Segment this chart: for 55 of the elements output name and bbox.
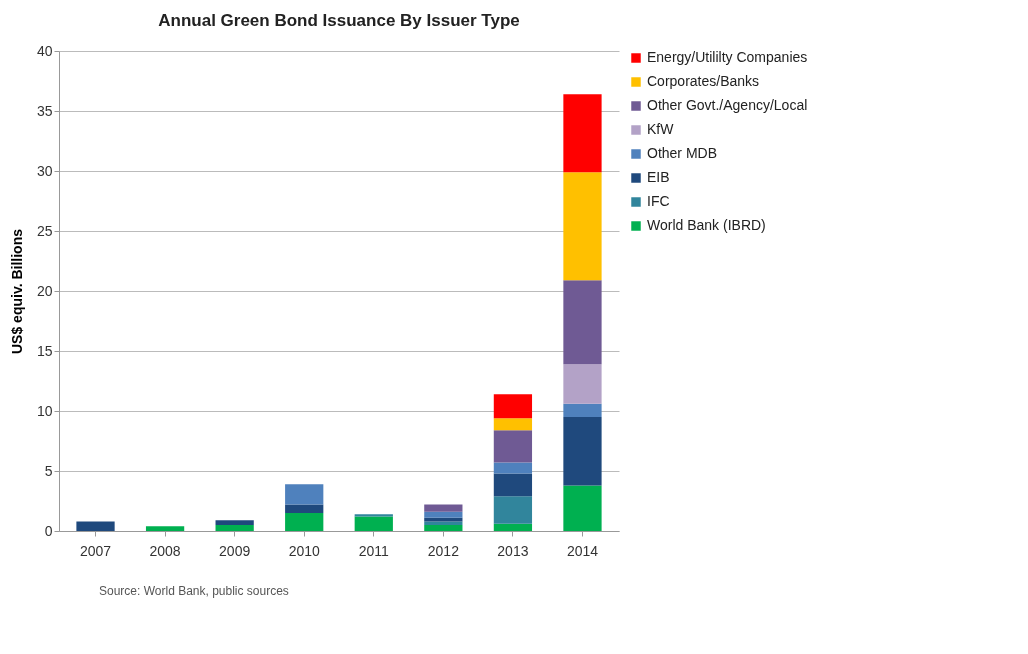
legend-label: Corporates/Banks [647, 73, 760, 89]
bar [424, 525, 463, 531]
legend-label: Other MDB [647, 145, 718, 161]
x-tick-label: 2011 [358, 542, 390, 559]
chart-title: Annual Green Bond Issuance By Issuer Type [158, 11, 520, 30]
bar [493, 430, 533, 463]
y-tick-label: 20 [36, 282, 53, 299]
x-tick-label: 2009 [219, 542, 251, 559]
source-note: Source: World Bank, public sources [99, 584, 289, 598]
bar [354, 514, 393, 517]
y-tick-label: 5 [44, 462, 53, 479]
bar [354, 516, 393, 531]
y-tick-label: 35 [36, 102, 53, 119]
legend-label: World Bank (IBRD) [647, 217, 766, 233]
x-tick-label: 2013 [497, 542, 529, 559]
bar [563, 485, 602, 531]
bar [424, 521, 463, 525]
y-tick-label: 0 [44, 522, 53, 539]
bar [285, 513, 324, 531]
x-tick-label: 2010 [288, 542, 320, 559]
legend-label: Other Govt./Agency/Local [647, 97, 808, 113]
x-tick-label: 2014 [566, 542, 599, 559]
y-tick-label: 15 [36, 342, 53, 359]
legend-label: Energy/Utililty Companies [647, 49, 808, 65]
bar [493, 462, 533, 474]
bar [563, 403, 602, 417]
bar [424, 511, 463, 518]
bar [563, 280, 602, 365]
bar [493, 496, 533, 524]
y-tick-label: 40 [36, 42, 53, 59]
y-tick-label: 10 [36, 402, 53, 419]
x-tick-label: 2008 [149, 542, 181, 559]
bar [493, 394, 533, 419]
bar [563, 364, 602, 404]
bar [493, 473, 533, 497]
y-axis-title: US$ equiv. Billions [8, 228, 25, 354]
bar [493, 523, 533, 531]
y-tick-label: 30 [36, 162, 53, 179]
bar [285, 504, 324, 513]
legend-label: EIB [647, 169, 670, 185]
bar [563, 172, 602, 281]
bar [76, 521, 115, 531]
x-tick-label: 2012 [427, 542, 460, 559]
x-tick-label: 2007 [79, 542, 112, 559]
legend-label: IFC [647, 193, 670, 209]
bar [215, 520, 254, 525]
bar [563, 417, 602, 486]
bar [493, 418, 533, 431]
bar [215, 525, 254, 531]
legend-label: KfW [647, 121, 675, 137]
bar [563, 94, 602, 173]
bar [285, 484, 324, 505]
bar [145, 526, 185, 531]
bar [424, 504, 463, 512]
y-tick-label: 25 [36, 222, 53, 239]
